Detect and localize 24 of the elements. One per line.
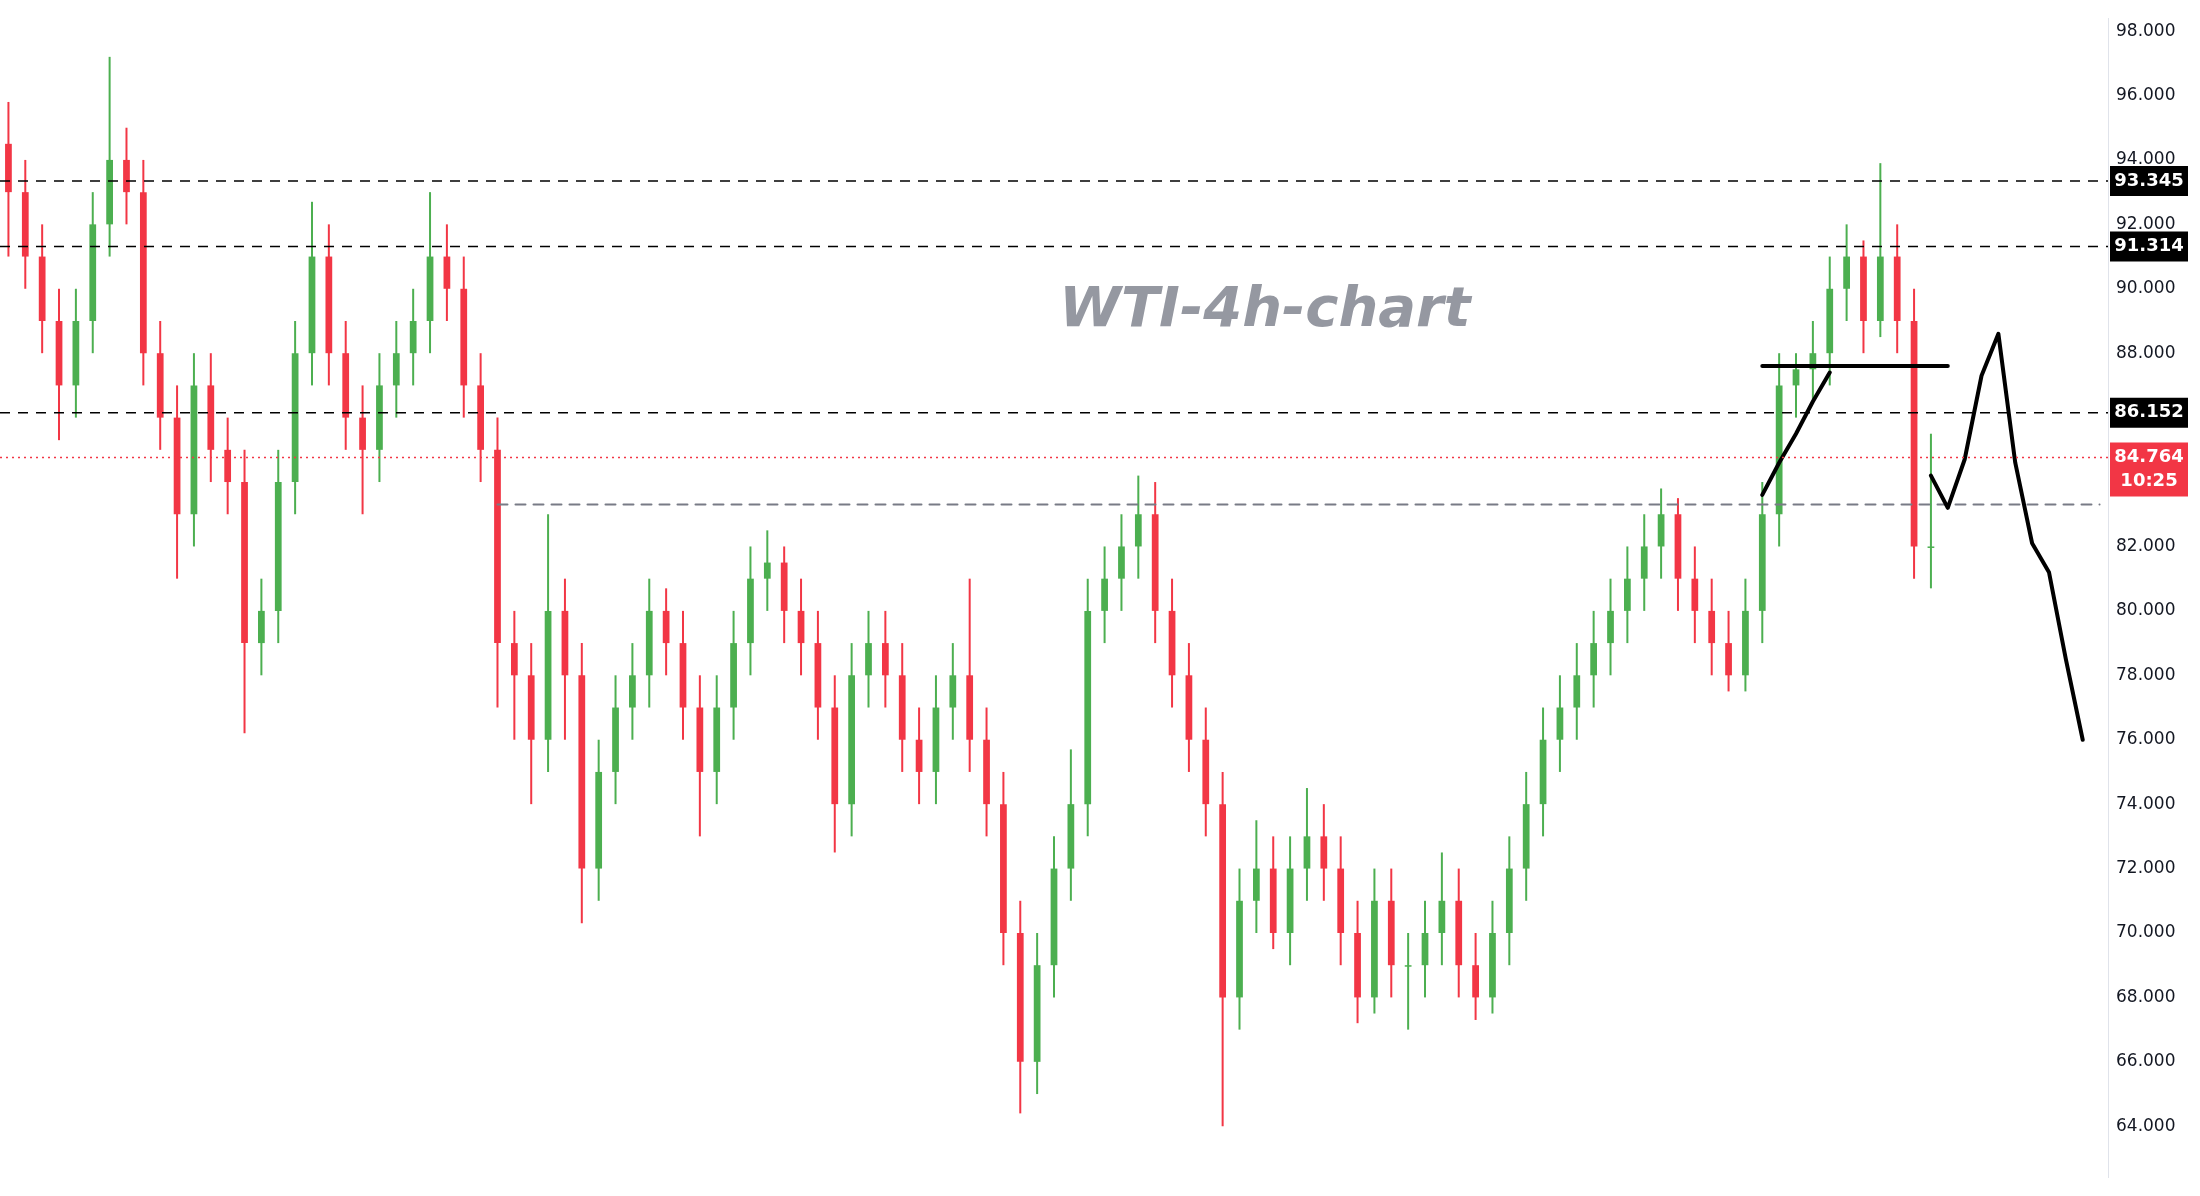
y-tick-label: 66.000 bbox=[2116, 1050, 2176, 1071]
y-tick-label: 82.000 bbox=[2116, 534, 2176, 555]
ref-line-label: 91.314 bbox=[2114, 234, 2184, 256]
ref-line-label: 93.345 bbox=[2114, 168, 2184, 190]
ref-line-label: 84.764 10:25 bbox=[2114, 445, 2184, 491]
y-tick-label: 70.000 bbox=[2116, 921, 2176, 942]
y-tick-label: 90.000 bbox=[2116, 277, 2176, 298]
y-tick-label: 94.000 bbox=[2116, 148, 2176, 169]
y-tick-label: 88.000 bbox=[2116, 341, 2176, 362]
y-tick-label: 72.000 bbox=[2116, 857, 2176, 877]
y-tick-label: 76.000 bbox=[2116, 728, 2176, 749]
ref-line-label: 86.152 bbox=[2114, 400, 2184, 422]
y-tick-label: 68.000 bbox=[2116, 985, 2176, 1006]
candlestick bbox=[1404, 932, 1412, 1031]
candlestick bbox=[763, 529, 771, 612]
y-tick-label: 96.000 bbox=[2116, 83, 2176, 104]
y-tick-label: 92.000 bbox=[2116, 212, 2176, 233]
y-tick-label: 98.000 bbox=[2116, 19, 2176, 40]
text: WTI-4h-chart bbox=[1059, 273, 1473, 339]
y-tick-label: 78.000 bbox=[2116, 663, 2176, 684]
y-tick-label: 64.000 bbox=[2116, 1114, 2176, 1135]
candlestick bbox=[1927, 432, 1935, 590]
y-tick-label: 74.000 bbox=[2116, 792, 2176, 813]
y-tick-label: 80.000 bbox=[2116, 599, 2176, 620]
